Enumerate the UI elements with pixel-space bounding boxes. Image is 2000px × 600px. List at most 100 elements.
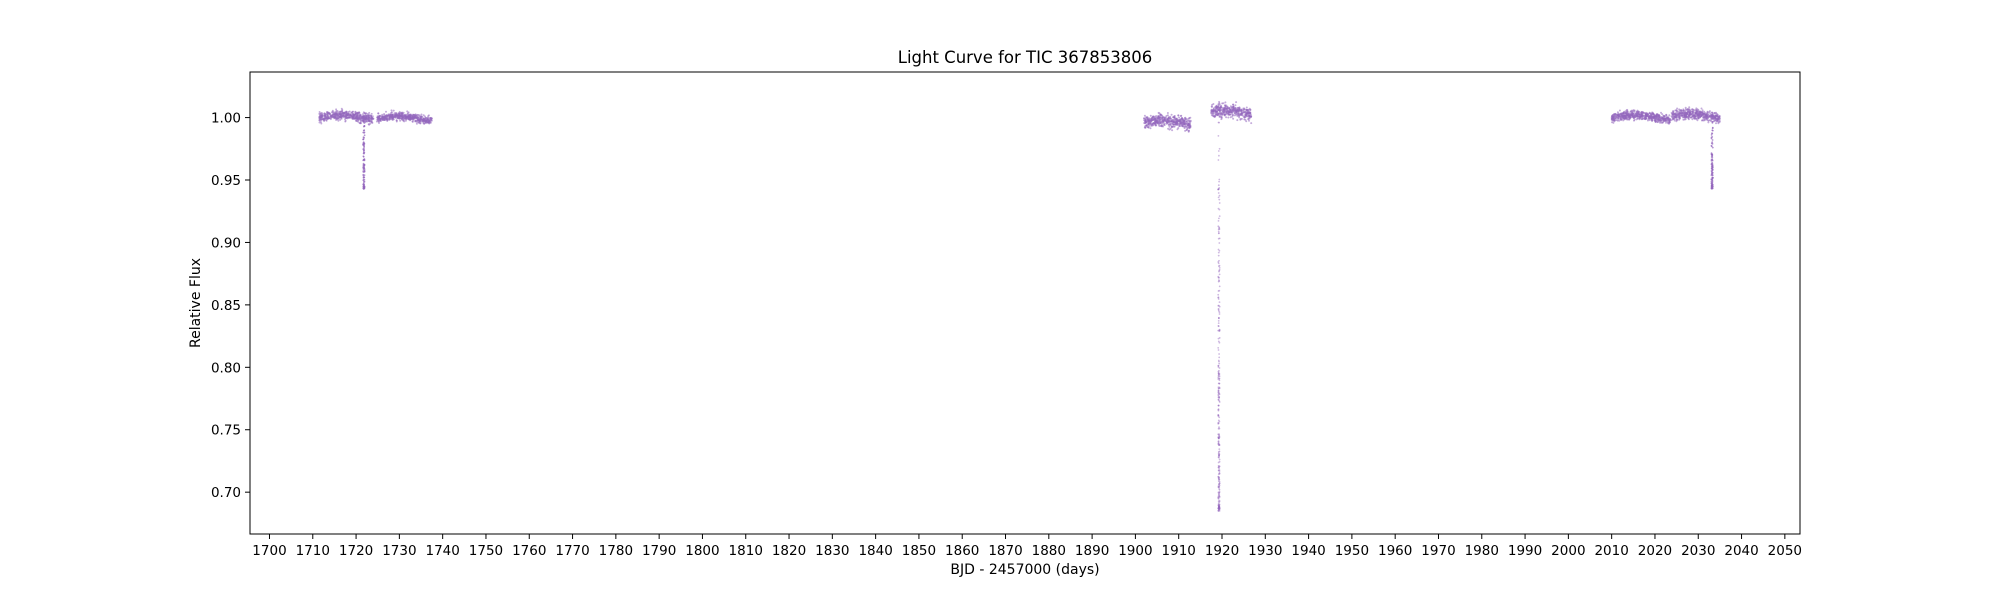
data-point: [1217, 280, 1220, 283]
data-point: [362, 131, 365, 134]
data-point: [1218, 392, 1220, 395]
data-point: [342, 111, 345, 114]
data-point: [1217, 121, 1220, 124]
data-point: [378, 122, 380, 124]
x-axis-ticks: 1700 1710 1720 1730 1740 1750 1760 1770 1780 1790…: [252, 534, 1802, 559]
data-point: [1217, 442, 1220, 444]
data-point: [1217, 364, 1220, 367]
data-point: [1218, 443, 1221, 446]
data-point: [1692, 109, 1695, 112]
data-point: [1676, 107, 1679, 110]
data-point: [1217, 349, 1220, 351]
data-point: [1629, 116, 1632, 119]
data-point: [414, 120, 417, 123]
data-point: [1680, 111, 1682, 114]
data-point: [337, 119, 340, 122]
data-point: [1218, 356, 1221, 359]
data-point: [1218, 279, 1220, 281]
data-point: [1218, 444, 1220, 446]
data-point: [1683, 113, 1686, 116]
data-point: [1247, 117, 1250, 120]
data-point: [1215, 107, 1218, 110]
y-tick-label: 1.00: [211, 111, 241, 127]
data-point: [1218, 495, 1221, 498]
data-point: [352, 114, 355, 117]
data-point: [1167, 116, 1170, 119]
data-point: [1217, 296, 1220, 299]
data-point: [1218, 456, 1220, 459]
data-point: [1217, 298, 1220, 300]
data-point: [1218, 458, 1221, 461]
data-point: [1150, 123, 1153, 126]
data-point: [1218, 273, 1221, 276]
data-point: [1217, 159, 1220, 161]
data-point: [1217, 503, 1220, 505]
data-point: [404, 119, 407, 122]
data-point: [1218, 396, 1220, 399]
data-point: [1218, 100, 1221, 103]
data-point: [399, 113, 402, 116]
data-point: [1217, 414, 1220, 416]
data-point: [1711, 112, 1714, 115]
data-point: [421, 120, 424, 123]
data-point: [416, 119, 419, 122]
data-point: [1229, 113, 1232, 116]
data-point: [1217, 452, 1220, 454]
data-point: [1217, 150, 1220, 152]
plot-area-frame: [249, 71, 1801, 535]
data-point: [1179, 120, 1182, 123]
data-point: [1682, 116, 1685, 119]
data-point: [1217, 230, 1220, 233]
data-point: [1688, 111, 1691, 114]
data-point: [340, 116, 343, 119]
data-point: [1218, 228, 1221, 231]
data-point: [1701, 109, 1704, 112]
data-point: [1218, 367, 1221, 369]
data-point: [1178, 124, 1181, 127]
data-point: [332, 116, 335, 119]
data-point: [368, 119, 371, 122]
data-point: [1186, 120, 1189, 123]
data-point: [1711, 136, 1714, 138]
data-point: [1698, 112, 1701, 115]
data-point: [1170, 113, 1173, 116]
data-point: [1715, 111, 1717, 114]
data-point: [1217, 496, 1220, 499]
data-point: [391, 113, 394, 116]
data-point: [1655, 116, 1658, 119]
data-point: [1654, 120, 1657, 123]
data-point: [336, 110, 339, 113]
data-point: [1217, 375, 1220, 378]
data-point: [1218, 154, 1220, 157]
data-point: [1675, 111, 1678, 114]
data-point: [1684, 109, 1687, 112]
data-point: [1218, 491, 1221, 494]
data-point: [1146, 118, 1149, 120]
x-tick-label: 2040: [1724, 543, 1758, 559]
data-point: [1218, 485, 1220, 488]
data-point: [1218, 416, 1221, 419]
data-point: [1663, 115, 1665, 118]
data-point: [1710, 137, 1713, 140]
x-tick-label: 1880: [1032, 543, 1066, 559]
data-point: [1218, 482, 1221, 485]
data-point: [363, 158, 366, 161]
data-point: [1250, 122, 1253, 125]
data-point: [1218, 454, 1220, 456]
data-point: [1655, 117, 1658, 120]
data-point: [1217, 478, 1220, 480]
data-point: [1218, 453, 1221, 456]
data-point: [1218, 377, 1221, 380]
data-point: [1238, 116, 1241, 119]
data-point: [1660, 111, 1662, 114]
data-point: [344, 119, 347, 122]
data-point: [1217, 372, 1220, 374]
data-point: [1166, 112, 1169, 114]
data-point: [1236, 119, 1239, 122]
data-point: [1218, 483, 1220, 486]
data-point: [1188, 126, 1191, 129]
data-point: [1217, 427, 1220, 430]
x-tick-label: 1730: [382, 543, 416, 559]
data-point: [1711, 170, 1713, 173]
data-point: [1241, 114, 1244, 117]
